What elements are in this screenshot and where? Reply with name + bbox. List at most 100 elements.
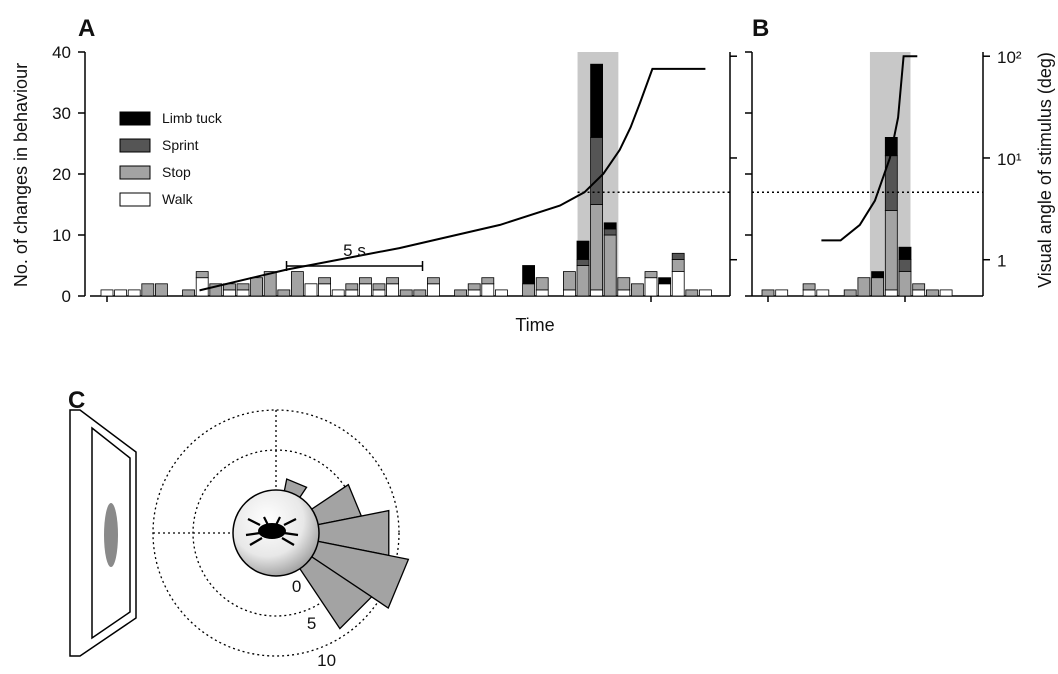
bar-segment xyxy=(576,265,590,297)
bar-segment xyxy=(399,289,413,297)
bar-segment xyxy=(603,228,617,236)
bar-segment xyxy=(263,271,277,297)
bar-segment xyxy=(590,63,603,138)
bar-segment xyxy=(843,289,857,297)
bar-segment xyxy=(318,283,332,297)
bar-segment xyxy=(100,289,114,297)
crab-leg xyxy=(249,537,263,546)
y-tick-label: 0 xyxy=(62,287,71,306)
bar-segment xyxy=(884,210,898,291)
bar-segment xyxy=(658,283,671,297)
crab xyxy=(245,516,299,546)
bar-segment xyxy=(802,289,816,297)
bar-segment xyxy=(318,277,332,285)
crab-leg xyxy=(283,518,297,526)
bar-segment xyxy=(154,283,168,297)
bar-segment xyxy=(413,289,427,297)
bar-segment xyxy=(277,289,291,297)
bar-segment xyxy=(345,289,359,297)
legend-swatch xyxy=(119,165,151,180)
legend-swatch xyxy=(119,138,151,153)
y-tick-label: 20 xyxy=(52,165,71,184)
bar-segment xyxy=(467,289,481,297)
crab-leg xyxy=(281,537,295,546)
bar-segment xyxy=(331,289,345,297)
y-axis-label: No. of changes in behaviour xyxy=(11,63,31,287)
crab-leg xyxy=(263,516,269,526)
bar-segment xyxy=(467,283,481,291)
x-axis-label: Time xyxy=(515,315,554,335)
bar-segment xyxy=(775,289,789,297)
bar-segment xyxy=(563,271,576,291)
bar-segment xyxy=(590,289,603,297)
bar-segment xyxy=(522,265,535,285)
bar-segment xyxy=(761,289,775,297)
bar-segment xyxy=(386,277,400,285)
y2-axis-label: Visual angle of stimulus (deg) xyxy=(1035,52,1055,288)
bar-segment xyxy=(426,283,440,297)
crab-leg xyxy=(283,531,299,537)
crab-leg xyxy=(247,518,261,526)
legend-label: Limb tuck xyxy=(162,110,223,126)
bar-segment xyxy=(802,283,816,291)
bar-segment xyxy=(939,289,953,297)
bar-segment xyxy=(898,246,912,260)
angle-curve xyxy=(821,55,918,242)
panel-label: C xyxy=(68,387,85,414)
bar-segment xyxy=(898,271,912,297)
bar-segment xyxy=(617,277,631,291)
bar-segment xyxy=(576,258,590,266)
y-tick-label: 10 xyxy=(52,226,71,245)
bar-segment xyxy=(358,277,372,285)
bar-segment xyxy=(590,136,603,205)
radial-tick-label: 0 xyxy=(292,577,301,596)
bar-segment xyxy=(494,289,508,297)
radial-tick-label: 5 xyxy=(307,614,316,633)
bar-segment xyxy=(576,240,590,260)
angle-curve xyxy=(199,67,706,292)
bar-segment xyxy=(222,289,236,297)
panel-label: B xyxy=(752,15,769,42)
bar-segment xyxy=(590,204,603,291)
bar-segment xyxy=(127,289,141,297)
bar-segment xyxy=(386,283,400,297)
crab-body xyxy=(258,523,286,539)
bar-segment xyxy=(871,277,884,297)
bar-segment xyxy=(535,289,549,297)
bar-segment xyxy=(481,283,495,297)
y2-tick-label: 10² xyxy=(997,48,1022,67)
legend-swatch xyxy=(119,111,151,126)
radial-grid xyxy=(152,409,400,657)
y-tick-label: 30 xyxy=(52,104,71,123)
scale-bar-label: 5 s xyxy=(343,241,366,260)
bar-segment xyxy=(195,277,209,297)
bar-segment xyxy=(358,283,372,297)
bar-segment xyxy=(141,283,155,297)
bar-segment xyxy=(816,289,830,297)
y2-tick-label: 10¹ xyxy=(997,150,1022,169)
stimulus xyxy=(104,503,118,567)
bar-segment xyxy=(290,271,304,297)
bar-segment xyxy=(898,258,912,272)
radial-tick-label: 10 xyxy=(317,651,336,669)
bar-segment xyxy=(884,289,898,297)
monitor xyxy=(69,409,137,657)
bar-segment xyxy=(603,222,617,230)
bar-segment xyxy=(304,283,318,297)
bar-segment xyxy=(644,277,658,297)
bar-segment xyxy=(426,277,440,285)
bar-segment xyxy=(195,271,209,279)
legend-label: Stop xyxy=(162,164,191,180)
legend-swatch xyxy=(119,192,151,207)
y-tick-label: 40 xyxy=(52,43,71,62)
bar-segment xyxy=(236,289,250,297)
bar-segment xyxy=(481,277,495,285)
y2-tick-label: 1 xyxy=(997,252,1006,271)
bar-segment xyxy=(699,289,712,297)
bar-segment xyxy=(671,258,685,272)
bar-segment xyxy=(685,289,699,297)
bar-segment xyxy=(644,271,658,279)
bar-segment xyxy=(926,289,939,297)
bar-segment xyxy=(871,271,884,279)
